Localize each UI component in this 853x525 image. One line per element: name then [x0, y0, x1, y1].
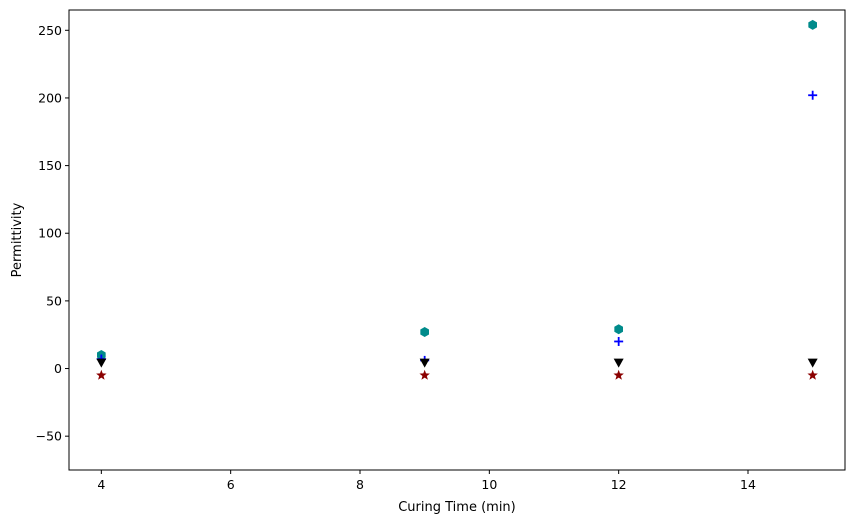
triangle-down-point	[613, 358, 624, 368]
x-tick-label: 14	[740, 477, 756, 492]
y-tick-label: 50	[46, 293, 62, 308]
x-tick-label: 6	[227, 477, 235, 492]
y-axis-label: Permittivity	[10, 202, 25, 277]
x-axis: 4 6 8 10 12 14	[97, 470, 756, 492]
hexagon-point	[614, 324, 623, 335]
triangle-down-point	[807, 358, 818, 368]
y-tick-label: 0	[54, 361, 62, 376]
data-points	[96, 19, 818, 380]
plus-point	[808, 90, 818, 100]
y-axis: −50 0 50 100 150 200 250	[36, 23, 69, 444]
x-tick-label: 12	[611, 477, 627, 492]
hexagon-point	[808, 19, 817, 30]
y-tick-label: 150	[38, 158, 62, 173]
x-axis-label: Curing Time (min)	[398, 500, 516, 515]
y-tick-label: 200	[38, 90, 62, 105]
y-tick-label: −50	[36, 429, 62, 444]
plot-area	[68, 9, 846, 471]
x-tick-label: 10	[481, 477, 497, 492]
star-point	[613, 369, 624, 380]
y-tick-label: 100	[38, 226, 62, 241]
triangle-down-point	[419, 358, 430, 368]
plus-point	[614, 336, 624, 346]
triangle-down-point	[96, 358, 107, 368]
x-tick-label: 4	[97, 477, 105, 492]
star-point	[807, 369, 818, 380]
star-point	[96, 369, 107, 380]
star-point	[419, 369, 430, 380]
x-tick-label: 8	[356, 477, 364, 492]
hexagon-point	[420, 327, 429, 337]
y-tick-label: 250	[38, 23, 62, 38]
